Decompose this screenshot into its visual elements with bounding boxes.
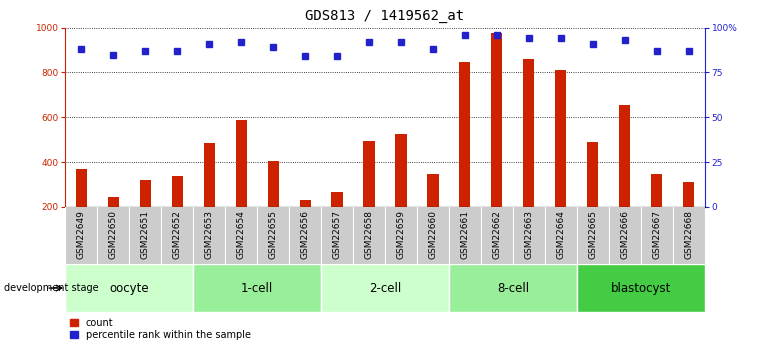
Text: GSM22650: GSM22650: [109, 210, 118, 259]
Text: 8-cell: 8-cell: [497, 282, 529, 295]
Text: GSM22666: GSM22666: [620, 210, 629, 259]
Text: GSM22654: GSM22654: [236, 210, 246, 259]
Text: GSM22656: GSM22656: [300, 210, 310, 259]
Bar: [108, 197, 119, 207]
Text: blastocyst: blastocyst: [611, 282, 671, 295]
Text: GDS813 / 1419562_at: GDS813 / 1419562_at: [306, 9, 464, 23]
Text: GSM22653: GSM22653: [205, 210, 214, 259]
Bar: [203, 143, 215, 207]
Bar: [459, 62, 470, 207]
Bar: [651, 175, 662, 207]
Text: GSM22663: GSM22663: [524, 210, 534, 259]
Bar: [523, 59, 534, 207]
Bar: [619, 105, 631, 207]
Bar: [491, 33, 503, 207]
Bar: [172, 176, 183, 207]
Bar: [331, 193, 343, 207]
Bar: [321, 264, 449, 312]
Text: GSM22658: GSM22658: [364, 210, 373, 259]
Bar: [267, 161, 279, 207]
Text: GSM22661: GSM22661: [460, 210, 470, 259]
Bar: [577, 264, 705, 312]
Bar: [427, 175, 439, 207]
Bar: [300, 200, 311, 207]
Bar: [363, 141, 375, 207]
Legend: count, percentile rank within the sample: count, percentile rank within the sample: [70, 318, 251, 340]
Bar: [193, 264, 321, 312]
Bar: [587, 142, 598, 207]
Text: GSM22667: GSM22667: [652, 210, 661, 259]
Text: GSM22660: GSM22660: [428, 210, 437, 259]
Text: GSM22662: GSM22662: [492, 210, 501, 259]
Text: GSM22668: GSM22668: [684, 210, 693, 259]
Text: 1-cell: 1-cell: [241, 282, 273, 295]
Text: GSM22657: GSM22657: [333, 210, 342, 259]
Bar: [683, 182, 695, 207]
Text: oocyte: oocyte: [109, 282, 149, 295]
Text: GSM22652: GSM22652: [172, 210, 182, 259]
Text: GSM22659: GSM22659: [397, 210, 406, 259]
Text: GSM22649: GSM22649: [77, 210, 86, 259]
Text: GSM22651: GSM22651: [141, 210, 150, 259]
Bar: [139, 180, 151, 207]
Text: GSM22655: GSM22655: [269, 210, 278, 259]
Text: GSM22665: GSM22665: [588, 210, 598, 259]
Text: 2-cell: 2-cell: [369, 282, 401, 295]
Bar: [75, 169, 87, 207]
Bar: [449, 264, 577, 312]
Text: development stage: development stage: [4, 283, 99, 293]
Bar: [65, 264, 193, 312]
Bar: [236, 119, 247, 207]
Text: GSM22664: GSM22664: [556, 210, 565, 259]
Bar: [555, 70, 567, 207]
Bar: [395, 134, 407, 207]
